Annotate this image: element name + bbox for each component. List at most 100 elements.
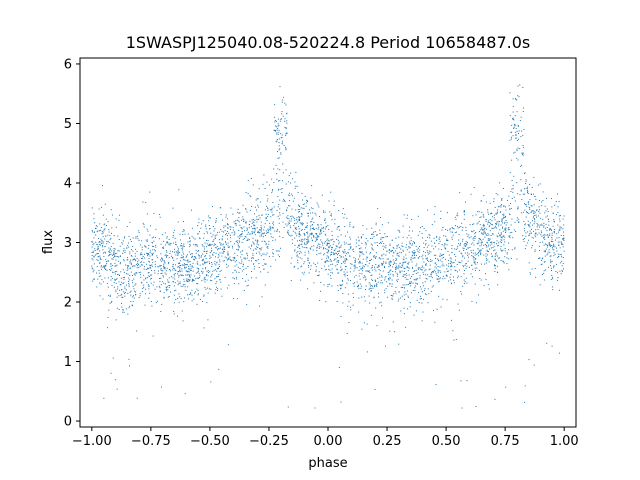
data-point — [93, 231, 95, 233]
data-point — [173, 232, 175, 234]
data-point — [350, 246, 352, 248]
data-point — [527, 242, 529, 244]
data-point — [261, 247, 263, 249]
data-point — [358, 311, 360, 313]
data-point — [99, 282, 101, 284]
data-point — [278, 129, 280, 131]
data-point — [199, 264, 201, 266]
data-point — [121, 302, 123, 304]
data-point — [189, 240, 191, 242]
data-point — [381, 224, 383, 226]
data-point — [172, 280, 174, 282]
data-point — [160, 268, 162, 270]
data-point — [350, 309, 352, 311]
data-point — [275, 129, 277, 131]
data-point — [318, 235, 320, 237]
data-point — [344, 275, 346, 277]
data-point — [542, 218, 544, 220]
data-point — [253, 268, 255, 270]
data-point — [344, 249, 346, 251]
data-point — [294, 181, 296, 183]
data-point — [380, 237, 382, 239]
data-point — [97, 252, 99, 254]
data-point — [163, 297, 165, 299]
data-point — [396, 244, 398, 246]
data-point — [227, 242, 229, 244]
data-point — [250, 196, 252, 198]
data-point — [195, 291, 197, 293]
data-point — [172, 207, 174, 209]
data-point — [270, 216, 272, 218]
data-point — [385, 236, 387, 238]
data-point — [515, 131, 517, 133]
data-point — [527, 191, 529, 193]
data-point — [95, 224, 97, 226]
data-point — [480, 263, 482, 265]
data-point — [179, 269, 181, 271]
data-point — [115, 278, 117, 280]
data-point — [505, 230, 507, 232]
data-point — [190, 269, 192, 271]
data-point — [487, 246, 489, 248]
data-point — [188, 294, 190, 296]
data-point — [287, 232, 289, 234]
data-point — [308, 241, 310, 243]
data-point — [441, 257, 443, 259]
data-point — [481, 228, 483, 230]
data-point — [313, 235, 315, 237]
data-point — [442, 227, 444, 229]
data-point — [317, 275, 319, 277]
data-point — [358, 288, 360, 290]
data-point — [107, 316, 109, 318]
data-point — [497, 284, 499, 286]
data-point — [91, 246, 93, 248]
data-point — [183, 301, 185, 303]
data-point — [104, 223, 106, 225]
data-point — [302, 199, 304, 201]
data-point — [485, 257, 487, 259]
data-point — [495, 193, 497, 195]
data-point — [322, 226, 324, 228]
data-point — [264, 187, 266, 189]
data-point — [190, 292, 192, 294]
data-point — [344, 266, 346, 268]
data-point — [392, 321, 394, 323]
data-point — [179, 239, 181, 241]
data-point — [170, 243, 172, 245]
data-point — [551, 345, 553, 347]
data-point — [107, 286, 109, 288]
data-point — [470, 193, 472, 195]
data-point — [409, 302, 411, 304]
data-point — [423, 242, 425, 244]
data-point — [106, 282, 108, 284]
data-point — [459, 244, 461, 246]
data-point — [485, 219, 487, 221]
data-point — [167, 279, 169, 281]
data-point — [336, 254, 338, 256]
data-point — [141, 264, 143, 266]
data-point — [130, 294, 132, 296]
data-point — [404, 298, 406, 300]
data-point — [355, 239, 357, 241]
data-point — [495, 254, 497, 256]
data-point — [436, 274, 438, 276]
data-point — [345, 265, 347, 267]
data-point — [466, 282, 468, 284]
data-point — [550, 198, 552, 200]
data-point — [496, 211, 498, 213]
data-point — [265, 217, 267, 219]
data-point — [284, 102, 286, 104]
data-point — [279, 212, 281, 214]
data-point — [203, 262, 205, 264]
data-point — [502, 187, 504, 189]
data-point — [132, 295, 134, 297]
data-point — [324, 220, 326, 222]
data-point — [408, 230, 410, 232]
data-point — [148, 258, 150, 260]
data-point — [384, 345, 386, 347]
scatter-points — [91, 84, 565, 409]
data-point — [417, 272, 419, 274]
data-point — [162, 270, 164, 272]
data-point — [353, 265, 355, 267]
data-point — [284, 199, 286, 201]
